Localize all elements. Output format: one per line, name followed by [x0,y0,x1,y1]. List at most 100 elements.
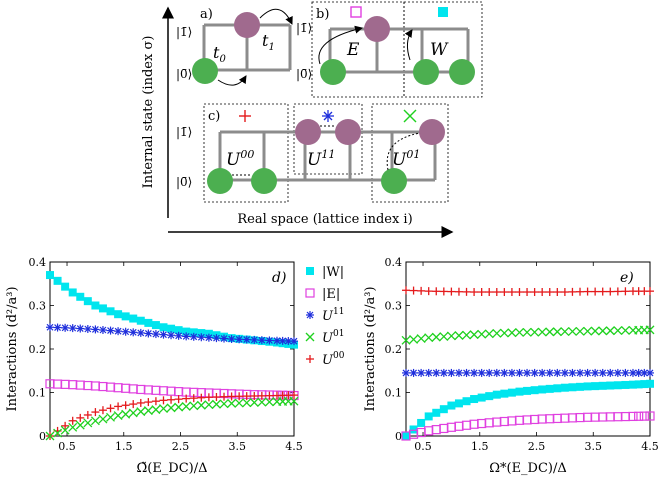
schematic: Internal state (index σ) Real space (lat… [141,1,483,238]
chart-d-point-U01 [234,398,244,408]
chart-e-point-U11 [560,368,569,377]
chart-e-point-E [552,413,562,424]
chart-e-point-W [417,418,426,427]
chart-d-point-U00 [290,391,298,400]
chart-e-point-U11 [591,368,600,377]
chart-d-point-U00 [129,400,138,409]
chart-d-point-U01 [174,402,184,412]
chart-d-xtick-label: 2.5 [172,440,190,453]
chart-d-point-U01 [106,412,115,422]
chart-e-point-U01 [645,325,655,335]
panel-b-label: b) [316,7,329,22]
chart-e-point-W [553,384,562,393]
chart-e-point-U01 [530,327,540,337]
chart-d-point-W [53,276,62,285]
chart-d-point-U01 [60,425,70,435]
chart-d-point-U00 [250,391,259,400]
chart-d: 0 0.1 0.2 0.3 0.4 0.5 1.5 2.5 3.5 4.5 d) Interac… [5,256,303,476]
chart-d-point-W [121,312,130,321]
chart-e-ylabel: Interactions (d²/a³) [363,286,378,411]
chart-e-point-U01 [507,328,517,338]
chart-e-point-W [492,390,501,399]
chart-e-point-E [522,415,532,425]
chart-d-point-U01 [113,411,123,421]
chart-d-point-U00 [91,408,100,417]
chart-d-point-W [61,282,70,291]
chart-d-point-E [52,379,63,389]
chart-d-point-U11 [257,336,266,345]
chart-e-point-U01 [416,334,426,344]
chart-e-point-U00 [477,288,486,297]
chart-d-point-U11 [197,333,206,342]
panel-b-box-E [311,1,405,98]
chart-e-point-U00 [470,288,479,297]
chart-e-point-U00 [606,287,615,296]
chart-d-point-U11 [106,326,115,335]
chart-e-point-E [477,418,487,429]
chart-e-point-W [591,382,600,391]
chart-d-point-U00 [227,392,236,401]
chart-e-point-W [500,389,509,398]
chart-e-point-U00 [500,288,509,297]
chart-d-point-U00 [136,398,145,407]
chart-e-point-W [530,386,539,395]
chart-d-point-U01 [159,404,168,414]
chart-d-point-U11 [159,330,168,339]
chart-e-point-E [645,411,655,421]
chart-d-point-U00 [114,402,123,411]
chart-d-ytick-label: 0.4 [29,256,47,269]
site-b-purple-1 [364,16,390,42]
legend-W-marker-schematic [438,7,448,17]
chart-e-point-W [439,405,448,414]
chart-e-point-E [416,427,426,438]
chart-d-point-U11 [250,335,259,344]
legend-U11-marker-schematic [322,110,334,122]
chart-e-point-E [507,416,517,426]
legend-U01-marker-schematic [403,109,417,123]
chart-d-point-U00 [174,395,183,404]
chart-e-point-U00 [424,287,433,296]
chart-d-point-U01 [151,405,161,415]
chart-e-point-W [424,412,433,421]
chart-e-xtick-label: 1.5 [471,440,489,453]
chart-d-point-W [174,326,183,335]
chart-d-point-W [197,329,206,338]
bond-c-01 [386,132,421,171]
chart-e-point-U11 [447,368,456,377]
chart-d-point-U01 [249,398,259,407]
chart-d-point-U00 [83,410,92,419]
chart-d-point-U11 [167,331,176,340]
chart-e-point-U11 [409,368,418,377]
chart-d-point-U00 [182,394,191,403]
chart-d-point-E [143,385,153,395]
chart-e-point-U11 [613,368,622,377]
site-a-green [192,58,218,84]
chart-e-point-U00 [462,287,471,296]
chart-e-point-U01 [439,332,449,341]
chart-e-point-U01 [605,326,615,336]
chart-e-point-W [470,395,479,404]
chart-d-point-U11 [68,324,77,333]
chart-e-point-U00 [568,287,577,296]
chart-d-point-U00 [204,393,213,402]
chart-d-point-U11 [151,330,160,339]
chart-d-point-U11 [212,334,221,343]
chart-d-point-U11 [227,334,236,343]
chart-e-point-U01 [431,332,441,342]
legend-marker-E [305,288,315,298]
chart-e-point-U00 [553,288,562,297]
chart-e-point-U00 [417,286,426,295]
chart-d-point-U01 [136,407,146,417]
chart-d-point-U11 [121,327,130,336]
chart-d-point-U11 [189,332,198,341]
chart-e-point-U11 [538,368,547,377]
site-c-green-1 [207,168,233,194]
chart-e-point-E [605,412,615,422]
chart-d-point-U01 [90,416,100,426]
chart-d-point-U01 [45,431,55,441]
chart-d-point-U01 [128,408,138,418]
chart-d-point-U11 [129,328,138,337]
chart-d-point-E [90,381,100,391]
chart-d-ytick-label: 0.3 [29,300,47,313]
